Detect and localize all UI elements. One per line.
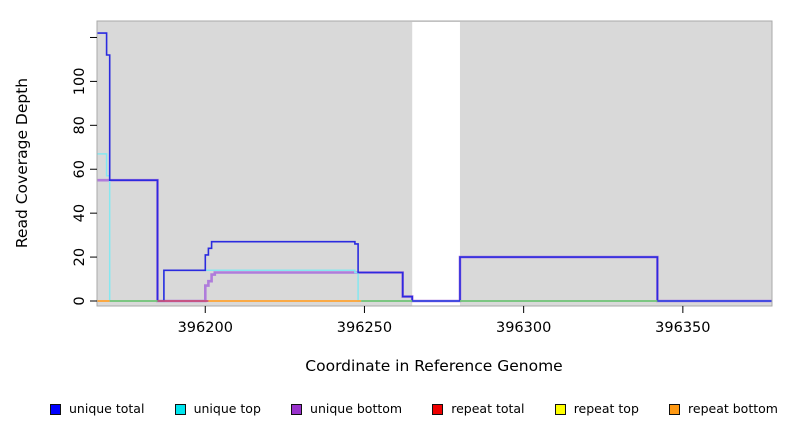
coverage-chart: 396200 396250 396300 396350 0 20 40 60 80 100 Coo… [13, 20, 773, 375]
y-tick-label: 40 [72, 204, 88, 222]
legend-item-label: repeat top [573, 400, 639, 416]
legend-item-unique-bottom: unique bottom [291, 400, 403, 416]
x-axis-title: Coordinate in Reference Genome [305, 357, 562, 375]
legend-item-repeat-total: repeat total [432, 400, 525, 416]
x-tick-label: 396300 [496, 320, 551, 336]
series-line-unique-total [97, 32, 772, 302]
legend-swatch-icon [50, 403, 61, 415]
x-tick-label: 396250 [337, 320, 392, 336]
legend-item-label: unique total [69, 400, 145, 416]
legend-swatch-icon [174, 403, 186, 415]
legend-item-unique-total: unique total [50, 400, 145, 416]
legend-swatch-icon [432, 403, 444, 415]
legend-item-label: unique bottom [310, 400, 403, 416]
legend: unique total unique top unique bottom repea… [0, 397, 792, 421]
legend-item-label: unique top [193, 400, 261, 416]
x-tick-label: 396200 [178, 320, 233, 336]
legend-item-label: repeat total [451, 400, 525, 416]
legend-item-label: repeat bottom [688, 400, 778, 416]
x-tick-label: 396350 [655, 320, 710, 336]
legend-swatch-icon [669, 403, 681, 415]
legend-swatch-icon [291, 403, 303, 415]
no-coverage-gap [412, 22, 460, 306]
legend-swatch-icon [554, 403, 566, 415]
legend-item-unique-top: unique top [174, 400, 261, 416]
legend-item-repeat-bottom: repeat bottom [669, 400, 778, 416]
y-tick-label: 60 [72, 160, 88, 178]
y-tick-label: 0 [72, 296, 88, 305]
legend-item-repeat-top: repeat top [554, 400, 639, 416]
plot-border [96, 20, 773, 307]
y-tick-label: 80 [72, 116, 88, 134]
y-tick-label: 100 [72, 68, 88, 96]
y-axis-title: Read Coverage Depth [13, 78, 31, 248]
y-tick-label: 20 [72, 248, 88, 266]
